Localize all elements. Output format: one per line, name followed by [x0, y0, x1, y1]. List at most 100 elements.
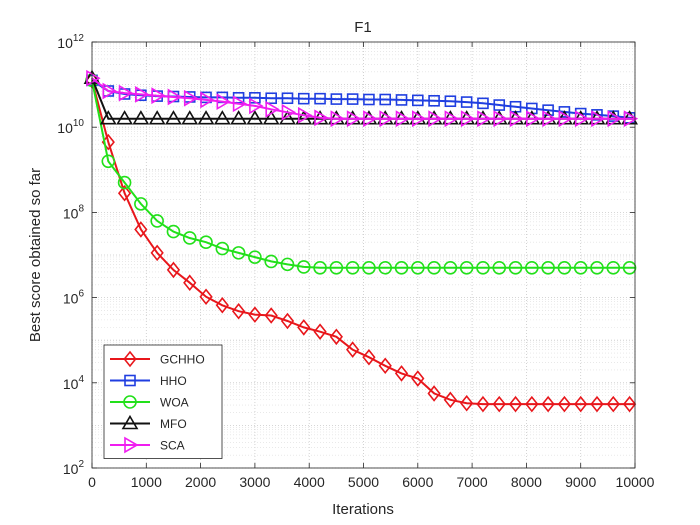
data-point-gchho — [215, 296, 229, 314]
data-point-sca — [249, 97, 264, 115]
data-point-hho — [314, 92, 326, 105]
data-point-sca — [200, 91, 215, 109]
data-point-gchho — [264, 307, 278, 324]
data-point-gchho — [606, 395, 620, 413]
legend-marker-hho — [124, 374, 136, 387]
data-point-gchho — [231, 302, 246, 320]
data-point-woa — [427, 260, 441, 275]
x-tick-label: 2000 — [185, 474, 216, 490]
ticks: 0 1000 2000 3000 4000 5000 6000 7000 8000 9000 100… — [57, 33, 654, 490]
data-point-mfo — [99, 110, 117, 125]
data-point-gchho — [166, 261, 181, 279]
data-point-mfo — [230, 110, 248, 125]
x-tick-label: 3000 — [239, 474, 270, 490]
data-point-woa — [410, 260, 425, 275]
series-sca — [86, 69, 639, 128]
data-point-woa — [296, 260, 311, 274]
series-woa — [85, 73, 637, 275]
data-point-hho — [265, 92, 277, 105]
data-point-woa — [394, 260, 409, 275]
data-point-gchho — [378, 357, 392, 375]
data-point-sca — [558, 110, 573, 128]
data-point-woa — [443, 260, 458, 275]
data-point-hho — [526, 102, 538, 115]
data-point-mfo — [165, 110, 182, 125]
data-point-sca — [281, 103, 297, 121]
legend-label-mfo: MFO — [160, 417, 187, 431]
legend: GCHHO HHO WOA MFO SCA — [103, 344, 223, 459]
data-point-woa — [182, 231, 197, 245]
data-point-sca — [297, 106, 313, 124]
data-point-sca — [379, 110, 394, 128]
data-point-gchho — [460, 394, 474, 412]
data-point-woa — [476, 260, 490, 275]
data-point-sca — [493, 110, 508, 128]
y-axis-label: Best score obtained so far — [27, 168, 44, 342]
data-point-woa — [101, 154, 116, 169]
data-point-gchho — [199, 288, 213, 306]
data-point-hho — [330, 93, 343, 105]
data-point-mfo — [197, 110, 215, 125]
y-tick-label: 104 — [63, 374, 85, 392]
data-point-woa — [541, 260, 555, 275]
data-point-woa — [345, 260, 360, 275]
data-point-gchho — [508, 395, 523, 413]
data-point-gchho — [134, 221, 148, 238]
data-point-woa — [378, 260, 393, 275]
data-point-hho — [428, 94, 440, 107]
data-point-woa — [573, 260, 588, 275]
data-point-hho — [460, 96, 473, 108]
data-point-gchho — [297, 319, 311, 336]
data-point-gchho — [411, 370, 425, 387]
data-point-hho — [493, 99, 506, 111]
data-point-woa — [313, 260, 327, 275]
data-point-sca — [395, 110, 411, 128]
data-point-mfo — [116, 110, 133, 125]
data-point-mfo — [262, 110, 280, 125]
data-point-woa — [134, 197, 148, 211]
data-point-sca — [265, 100, 280, 118]
data-point-sca — [526, 110, 541, 128]
data-point-mfo — [132, 110, 150, 125]
data-point-sca — [167, 88, 183, 106]
data-point-sca — [607, 110, 622, 128]
data-point-sca — [509, 110, 525, 128]
data-point-gchho — [362, 348, 376, 366]
data-point-sca — [232, 95, 248, 113]
data-point-gchho — [574, 395, 588, 413]
data-point-gchho — [492, 395, 506, 413]
data-point-hho — [411, 94, 424, 107]
legend-item-sca: SCA — [110, 436, 185, 454]
data-point-sca — [314, 109, 329, 127]
data-point-gchho — [313, 323, 327, 340]
data-point-hho — [395, 94, 408, 106]
data-point-hho — [346, 93, 359, 105]
data-point-hho — [249, 92, 261, 104]
data-point-gchho — [557, 395, 572, 413]
legend-marker-gchho — [123, 350, 137, 368]
legend-label-gchho: GCHHO — [160, 353, 205, 367]
data-point-woa — [606, 260, 621, 275]
legend-label-woa: WOA — [160, 396, 189, 410]
x-tick-label: 4000 — [294, 474, 325, 490]
data-point-sca — [363, 110, 378, 128]
legend-marker-mfo — [121, 414, 139, 430]
data-point-sca — [346, 110, 362, 128]
data-point-woa — [329, 260, 344, 275]
data-point-gchho — [427, 385, 441, 402]
data-point-hho — [379, 93, 392, 106]
data-point-woa — [215, 241, 230, 256]
data-point-gchho — [541, 395, 555, 413]
data-point-hho — [444, 95, 457, 108]
data-point-sca — [86, 69, 101, 87]
data-point-sca — [444, 110, 459, 128]
legend-item-gchho: GCHHO — [110, 350, 205, 368]
data-point-woa — [248, 250, 262, 264]
data-point-sca — [411, 110, 427, 128]
y-tick-label: 106 — [63, 289, 85, 307]
data-point-woa — [459, 260, 474, 275]
data-point-gchho — [525, 395, 539, 413]
y-tick-label: 108 — [63, 203, 85, 221]
data-point-sca — [216, 93, 231, 111]
